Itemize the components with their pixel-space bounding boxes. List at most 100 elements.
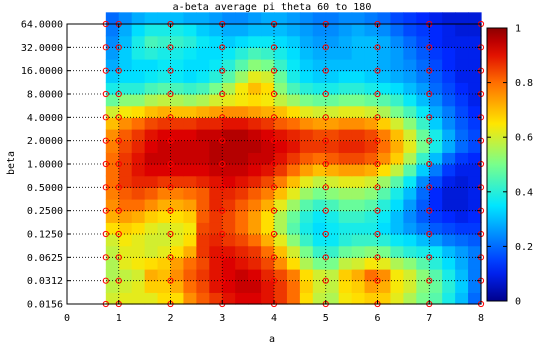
heat-cell — [416, 129, 430, 142]
heat-cell — [183, 222, 197, 235]
heat-cell — [170, 222, 185, 235]
colorbar-tick-label: 0.2 — [515, 242, 533, 253]
heat-cell — [105, 257, 120, 270]
sample-point — [115, 44, 122, 51]
heat-cell — [299, 280, 314, 293]
heat-cell — [351, 257, 366, 270]
heat-cell — [468, 245, 482, 258]
heat-cell — [286, 210, 301, 223]
heat-cell — [261, 117, 275, 130]
heat-cell — [338, 59, 353, 72]
sample-point — [102, 254, 109, 261]
heat-cell — [261, 210, 275, 223]
heat-cell — [248, 35, 262, 48]
heat-cell — [299, 245, 314, 258]
heat-cell — [157, 257, 172, 270]
heat-cell — [299, 24, 314, 37]
sample-point — [270, 114, 278, 121]
heat-cell — [248, 187, 262, 200]
heat-cell — [222, 94, 236, 107]
heat-cell — [118, 245, 133, 258]
heat-cell — [403, 35, 417, 48]
sample-point — [102, 90, 109, 98]
heat-cell — [144, 245, 159, 258]
heat-cell — [157, 199, 172, 212]
heat-cell — [286, 70, 301, 83]
heat-cell — [455, 47, 469, 60]
heat-cell — [222, 234, 236, 247]
heat-cell — [196, 59, 210, 72]
heat-cell — [261, 199, 275, 212]
heat-cell — [144, 35, 159, 48]
heat-cell — [105, 94, 120, 107]
heat-cell — [144, 234, 159, 247]
heat-cell — [338, 129, 353, 142]
sample-point — [270, 230, 278, 238]
heat-cell — [248, 82, 262, 95]
heat-cell — [442, 187, 456, 200]
heat-cell — [390, 245, 404, 258]
heat-cell — [429, 117, 443, 130]
heat-cell — [455, 245, 469, 258]
heat-cell — [377, 59, 392, 72]
heat-cell — [248, 24, 262, 37]
heat-cell — [377, 129, 392, 142]
heat-cell — [196, 199, 210, 212]
heat-cell — [442, 234, 456, 247]
sample-point — [270, 207, 278, 214]
heat-cell — [131, 292, 146, 305]
heat-cell — [429, 222, 443, 235]
heat-cell — [390, 175, 404, 188]
heat-cell — [429, 70, 443, 83]
heat-cell — [144, 164, 159, 177]
heat-cell — [248, 245, 262, 258]
sample-point — [270, 137, 278, 144]
heat-cell — [286, 234, 301, 247]
heat-cell — [338, 210, 353, 223]
heat-cell — [261, 35, 275, 48]
heat-cell — [312, 47, 327, 60]
heat-cell — [455, 280, 469, 293]
heat-cell — [364, 47, 379, 60]
sample-point — [115, 184, 122, 191]
heat-cell — [325, 245, 340, 258]
heat-cell — [105, 222, 120, 235]
heat-cell — [455, 152, 469, 165]
heat-cell — [429, 210, 443, 223]
heat-cell — [157, 234, 172, 247]
heat-cell — [183, 280, 197, 293]
heat-cell — [118, 152, 133, 165]
heat-cell — [105, 292, 120, 305]
heat-cell — [299, 47, 314, 60]
x-tick-label: 0 — [64, 313, 70, 324]
heat-cell — [170, 175, 185, 188]
heat-cell — [325, 129, 340, 142]
heat-cell — [118, 164, 133, 177]
heat-cell — [131, 152, 146, 165]
heat-cell — [442, 105, 456, 118]
heat-cell — [442, 292, 456, 305]
heat-cell — [157, 175, 172, 188]
heat-cell — [248, 210, 262, 223]
heat-cell — [325, 269, 340, 282]
heat-cell — [455, 105, 469, 118]
heat-cell — [209, 82, 223, 95]
heat-cell — [403, 257, 417, 270]
heat-cell — [455, 175, 469, 188]
heat-cell — [403, 82, 417, 95]
heat-cell — [455, 59, 469, 72]
heat-cell — [377, 175, 392, 188]
heat-cell — [338, 47, 353, 60]
heat-cell — [442, 12, 456, 25]
heat-cell — [390, 70, 404, 83]
heat-cell — [131, 35, 146, 48]
sample-point — [322, 207, 329, 214]
heat-cell — [299, 234, 314, 247]
sample-point — [426, 44, 433, 51]
heat-cell — [209, 12, 223, 25]
heat-cell — [248, 47, 262, 60]
heat-cell — [157, 210, 172, 223]
heat-cell — [248, 129, 262, 142]
heat-cell — [261, 47, 275, 60]
heat-cell — [468, 234, 482, 247]
